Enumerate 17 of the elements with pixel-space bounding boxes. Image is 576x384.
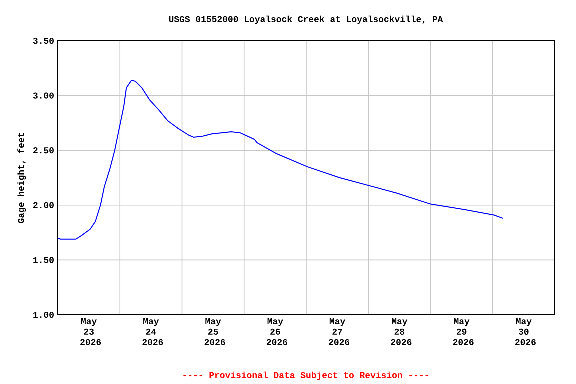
text: ---- Provisional Data Subject to Revision ---- <box>184 372 428 380</box>
x-tick-label: May 29 2026 <box>453 318 474 346</box>
x-tick-label: May 25 2026 <box>204 318 226 346</box>
y-tick-label: 1.00 <box>34 312 54 318</box>
y-axis-title: Gage height, feet <box>18 133 26 224</box>
x-tick-label: May 30 2026 <box>515 318 536 346</box>
x-tick-label: May 27 2026 <box>329 318 350 346</box>
y-tick-label: 3.50 <box>33 38 54 44</box>
y-tick-label: 1.50 <box>34 257 54 264</box>
x-tick-label: May 23 2026 <box>80 318 102 346</box>
y-tick-label: 2.50 <box>33 148 54 154</box>
x-tick-label: May 26 2026 <box>266 318 288 346</box>
x-tick-label: May 28 2026 <box>391 318 412 346</box>
y-tick-label: 3.00 <box>33 92 54 99</box>
chart-title: USGS 01552000 Loyalsock Creek at Loyalsockville, PA <box>169 16 444 24</box>
x-tick-label: May 24 2026 <box>142 318 164 346</box>
y-tick-label: 2.00 <box>33 202 54 208</box>
